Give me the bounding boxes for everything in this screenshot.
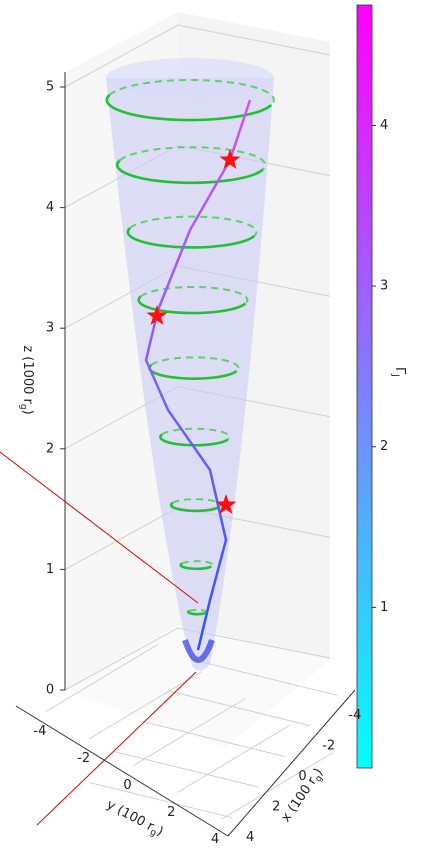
grid-line	[142, 721, 285, 757]
cone-surface	[106, 78, 274, 671]
cone	[106, 58, 274, 671]
pointer-line	[36, 671, 197, 826]
colorbar-tick-label: 2	[380, 439, 388, 454]
helix-front	[105, 94, 273, 122]
helix-back	[129, 215, 258, 237]
grid-line	[89, 782, 233, 819]
grid-line	[64, 24, 331, 88]
y-tick-label: -2	[77, 751, 90, 766]
star	[146, 305, 168, 325]
grid-line	[116, 751, 259, 788]
grid-line	[177, 725, 290, 793]
helix-back	[139, 285, 249, 305]
x-label-sub: g	[313, 773, 324, 783]
trajectory	[144, 99, 252, 651]
grid-line	[220, 752, 334, 820]
y-axis-line	[15, 705, 229, 837]
cone-top	[106, 58, 274, 98]
helix-back	[118, 146, 267, 171]
y-tick-label: 0	[123, 778, 131, 793]
stars	[146, 149, 241, 514]
star	[219, 149, 241, 169]
y-tick-label: -4	[33, 724, 46, 739]
helix-front	[159, 433, 229, 447]
grid-line	[45, 644, 159, 712]
z-label-main: z (1000 r	[21, 345, 36, 404]
colorbar	[356, 4, 373, 769]
y-tick-label: 4	[211, 832, 219, 847]
helix-front	[169, 501, 220, 513]
colorbar-label-main: Γ	[393, 367, 408, 375]
y-label-main: y (100 r	[104, 797, 157, 835]
z-tick-label: 2	[46, 441, 54, 456]
y-tick-label: 2	[167, 805, 175, 820]
helix-front	[115, 159, 264, 185]
helix-front	[126, 227, 256, 249]
grid-line	[89, 671, 202, 739]
z-label-end: )	[21, 410, 36, 415]
colorbar-label-sub: J	[391, 373, 401, 377]
helix-front	[186, 609, 206, 616]
grid-line	[64, 627, 331, 691]
colorbar-tick-label: 1	[380, 600, 388, 615]
grid-line	[194, 659, 338, 696]
helix-front	[137, 295, 247, 315]
cone-tip	[182, 638, 215, 663]
x-tick-label: 4	[246, 830, 254, 845]
grid-line	[168, 690, 311, 727]
colorbar-tick-label: 3	[380, 279, 388, 294]
floor-pane	[65, 625, 330, 748]
z-tick-label: 3	[46, 321, 54, 336]
pointer-line	[0, 451, 199, 604]
y-axis-label: y (100 rg)	[103, 797, 166, 841]
star	[215, 494, 237, 514]
y-label-end: )	[154, 824, 166, 840]
z-label-sub: g	[19, 404, 29, 410]
grid-line	[133, 698, 246, 766]
x-tick-label: 0	[298, 769, 306, 784]
z-tick-label: 5	[46, 80, 54, 95]
helix-front	[179, 562, 212, 571]
x-tick-label: -4	[348, 708, 361, 723]
helix-back	[150, 356, 240, 372]
colorbar-label: ΓJ	[391, 367, 408, 377]
x-tick-label: 2	[272, 800, 280, 815]
x-tick-label: -2	[322, 738, 335, 753]
y-label-sub: g	[148, 827, 158, 839]
x-axis-line	[227, 689, 356, 837]
z-tick-label: 1	[46, 562, 54, 577]
z-axis-label: z (1000 rg)	[19, 345, 36, 414]
z-tick-label: 0	[46, 683, 54, 698]
helix-back	[181, 560, 214, 568]
colorbar-tick-label: 4	[380, 118, 388, 133]
z-tick-label: 4	[46, 200, 54, 215]
